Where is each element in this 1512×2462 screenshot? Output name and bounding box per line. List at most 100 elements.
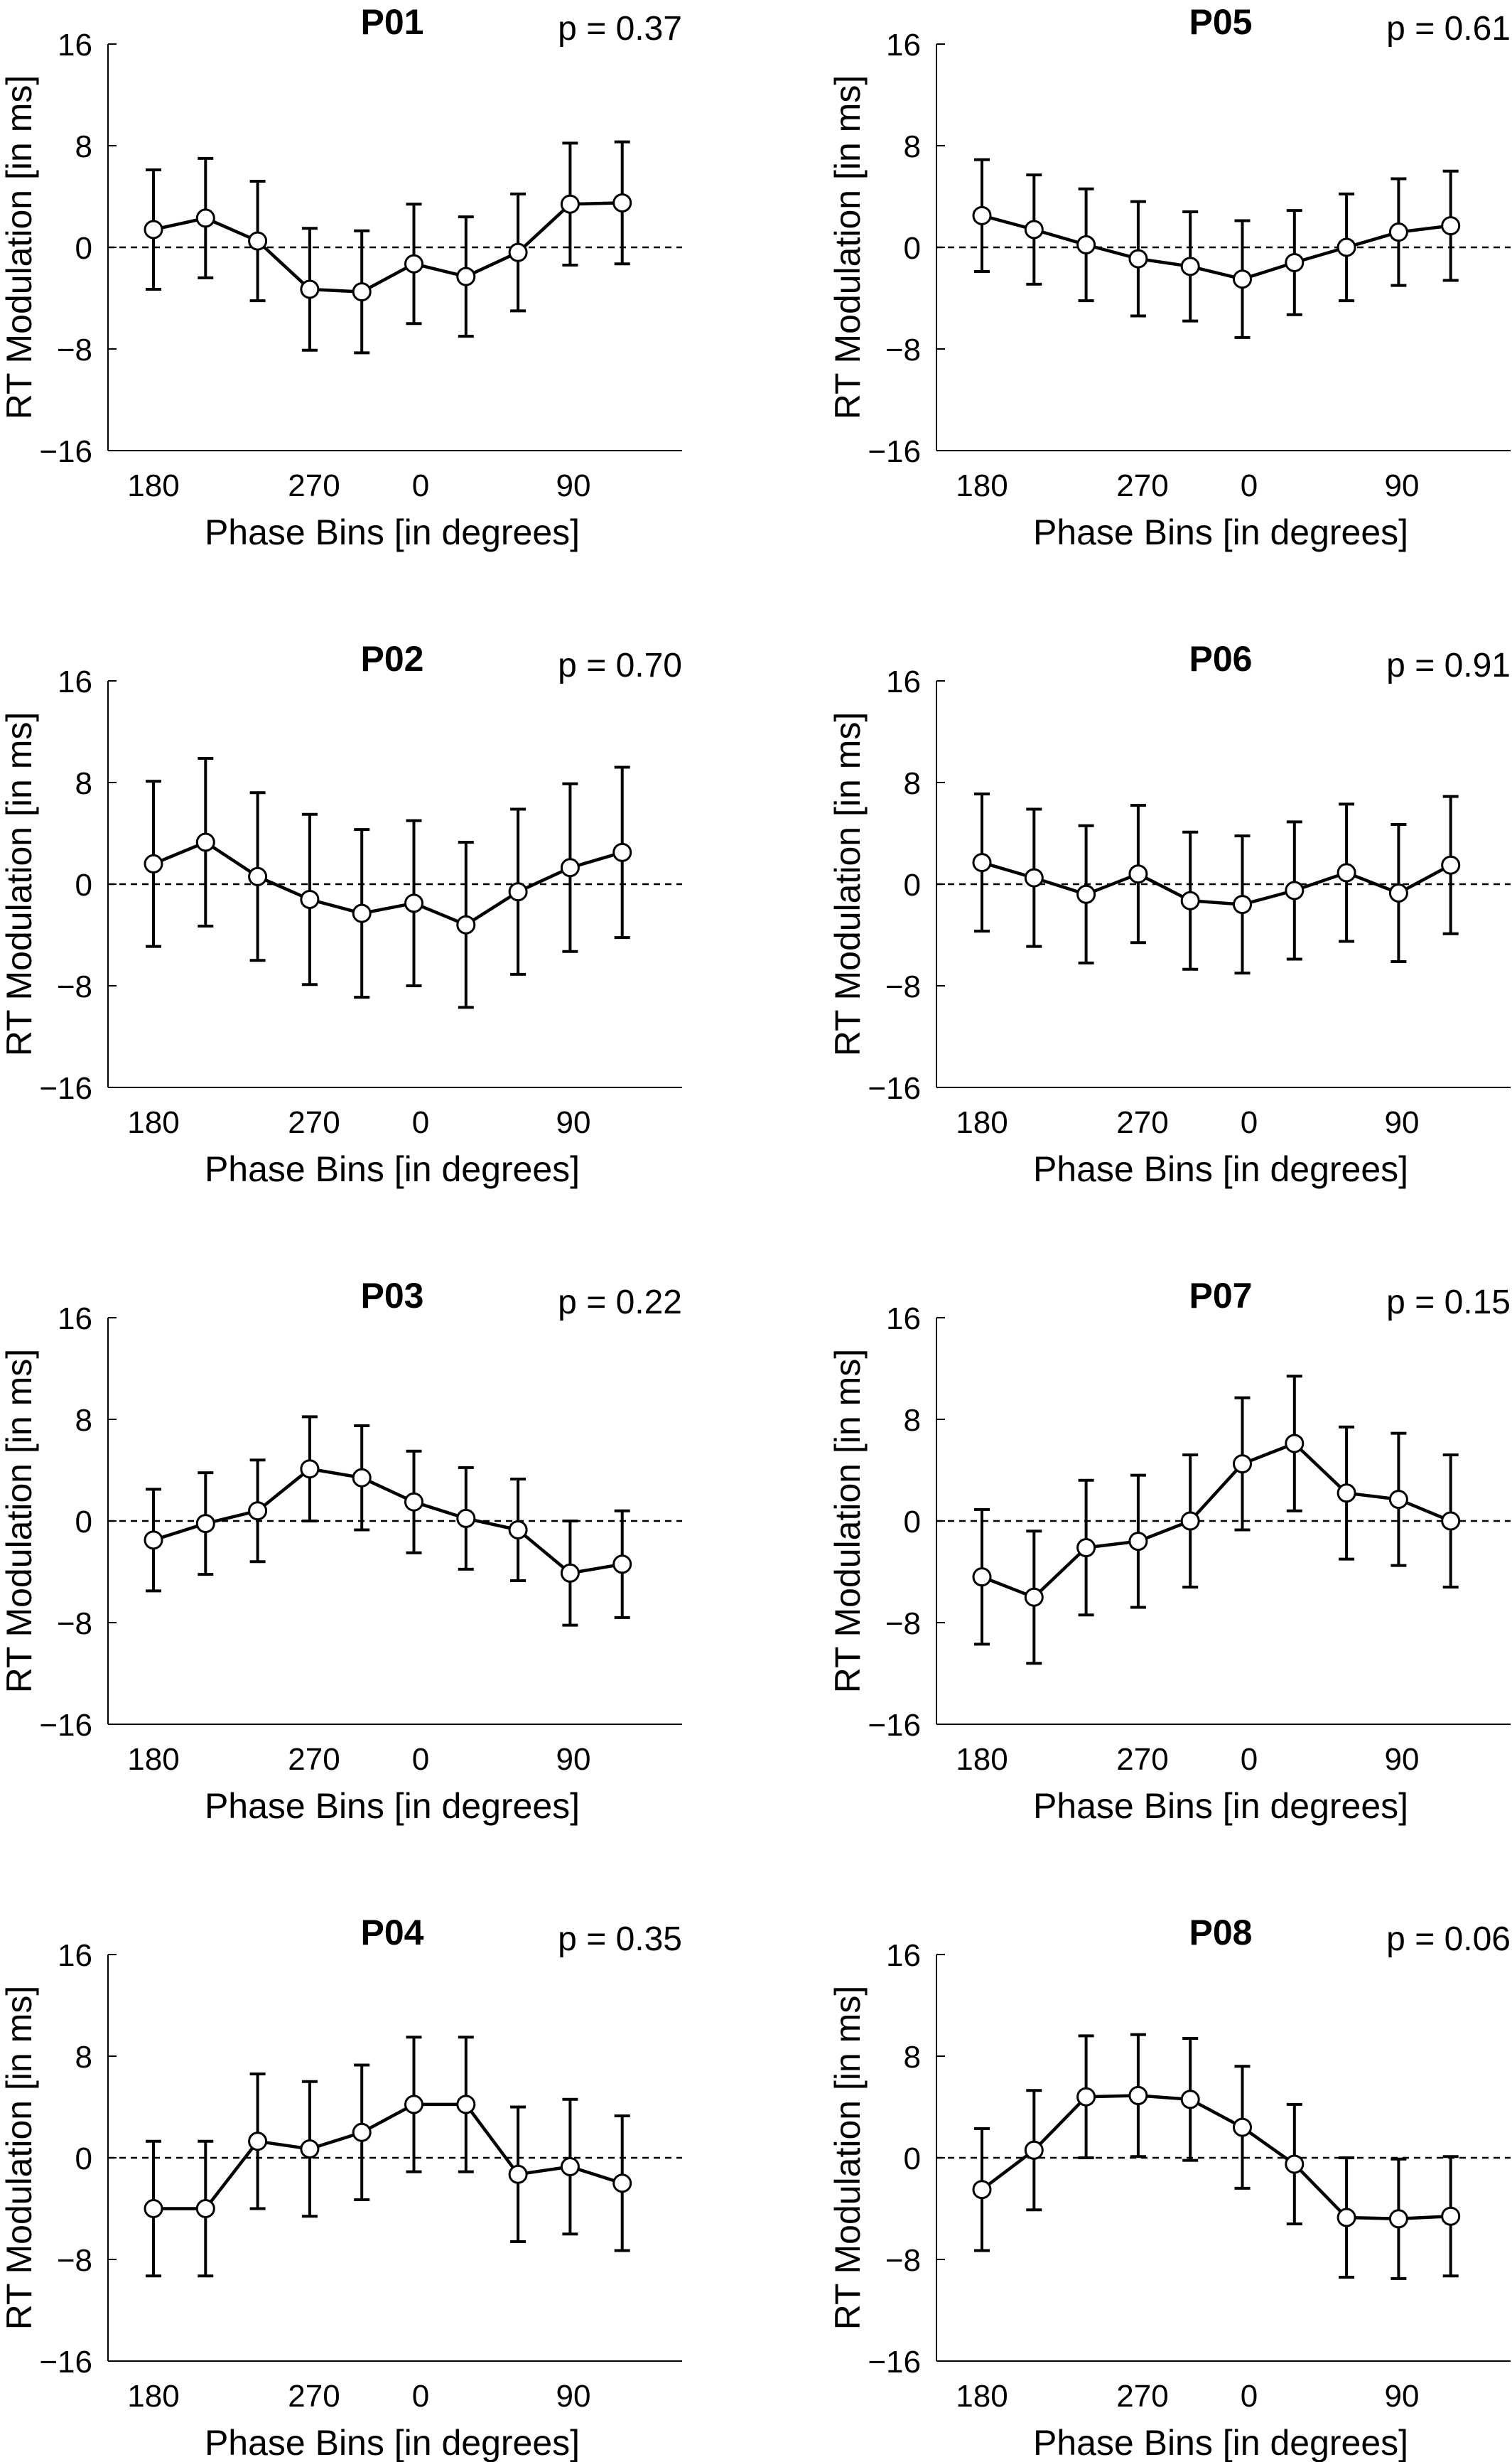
p-value-label: p = 0.15 [1386,1284,1511,1321]
x-tick-label: 180 [956,2379,1008,2414]
data-point [1336,237,1356,257]
data-point [612,193,632,213]
x-axis-label: Phase Bins [in degrees] [205,1149,580,1189]
y-tick-label: 8 [75,766,92,801]
x-tick-label: 270 [288,468,340,503]
data-point [195,832,215,852]
x-tick-label: 90 [556,1742,591,1777]
y-tick-label: −8 [57,969,92,1004]
y-tick-label: −16 [868,2345,921,2380]
x-tick-label: 180 [127,1105,179,1140]
panel-p03: P03 p = 0.22 16 8 0 −8 −16 180 270 0 90 Phase Bins … [0,1276,682,1826]
y-tick-label: 8 [75,1403,92,1438]
y-axis-label: RT Modulation [in ms] [828,712,868,1056]
data-point [248,1501,268,1521]
panel-p07: P07 p = 0.15 16 8 0 −8 −16 180 270 0 90 Phase Bins … [828,1276,1511,1826]
y-axis-label: RT Modulation [in ms] [0,712,39,1056]
series-line [981,1441,1452,1599]
data-point [456,1508,476,1528]
y-axis-label: RT Modulation [in ms] [828,75,868,419]
data-point [1076,1538,1096,1558]
panel-title: P05 [1189,2,1253,42]
x-tick-label: 180 [956,1742,1008,1777]
y-tick-label: −8 [885,969,921,1004]
data-point [300,1459,320,1479]
x-tick-label: 90 [1385,2379,1420,2414]
y-tick-label: 16 [886,1301,921,1336]
data-point [404,2095,423,2114]
y-tick-label: −8 [885,1606,921,1641]
data-point [972,1567,992,1587]
x-tick-label: 90 [556,2379,591,2414]
x-tick-label: 180 [956,1105,1008,1140]
data-point [1180,891,1200,910]
panel-p02: P02 p = 0.70 16 8 0 −8 −16 180 270 0 90 Phase Bins … [0,639,682,1189]
data-point [300,2139,320,2159]
x-tick-label: 0 [1241,2379,1258,2414]
x-tick-label: 270 [1116,2379,1168,2414]
x-tick-label: 0 [412,1742,429,1777]
data-point [1388,1490,1408,1510]
x-axis-label: Phase Bins [in degrees] [1033,512,1408,552]
data-point [612,2173,632,2193]
x-tick-label: 0 [1241,468,1258,503]
y-axis-label: RT Modulation [in ms] [828,1349,868,1693]
data-point [1441,1511,1461,1531]
x-tick-label: 90 [556,468,591,503]
data-point [352,282,372,302]
series-line [981,214,1451,281]
x-tick-label: 0 [1241,1742,1258,1777]
data-point [1180,257,1200,276]
data-point [352,1468,372,1488]
x-tick-label: 270 [1116,1105,1168,1140]
data-point [560,2157,580,2177]
data-point [1285,252,1305,272]
y-tick-label: 0 [75,1505,92,1539]
data-point [352,2122,372,2142]
p-value-label: p = 0.35 [558,1920,682,1958]
p-value-label: p = 0.06 [1386,1920,1511,1958]
x-tick-label: 270 [1116,468,1168,503]
data-point [612,1554,632,1574]
data-point [1336,863,1356,883]
data-point [1128,864,1148,884]
x-tick-label: 0 [412,468,429,503]
panel-title: P07 [1189,1276,1253,1316]
data-point [1285,881,1305,901]
data-point [972,2180,992,2200]
y-tick-label: 16 [58,1301,92,1336]
x-tick-label: 180 [127,468,179,503]
data-point [456,267,476,286]
data-point [1180,1511,1200,1531]
data-point [1076,235,1096,254]
y-tick-label: 0 [904,231,921,266]
x-axis-label: Phase Bins [in degrees] [1033,1149,1408,1189]
y-tick-label: −8 [57,333,92,367]
data-point [1076,884,1096,904]
y-tick-label: −16 [868,434,921,469]
data-point [352,903,372,923]
p-value-label: p = 0.70 [558,647,682,684]
series-line [153,840,623,927]
x-tick-label: 90 [556,1105,591,1140]
data-point [1076,2087,1096,2107]
y-tick-label: −16 [39,1708,92,1743]
data-point [456,915,476,935]
data-point [1441,2206,1461,2226]
y-tick-label: −16 [39,434,92,469]
x-tick-label: 90 [1385,1742,1420,1777]
y-tick-label: 0 [904,868,921,903]
data-point [404,254,423,274]
data-point [560,1563,580,1583]
y-tick-label: 8 [75,129,92,164]
series-line [153,2102,623,2210]
data-point [456,2095,476,2114]
data-point [1388,883,1408,903]
panel-title: P08 [1189,1913,1253,1952]
data-point [508,1520,528,1540]
data-point [1285,1434,1305,1453]
x-tick-label: 0 [412,1105,429,1140]
data-point [612,842,632,862]
y-tick-label: −16 [39,2345,92,2380]
series-line [153,1467,623,1575]
